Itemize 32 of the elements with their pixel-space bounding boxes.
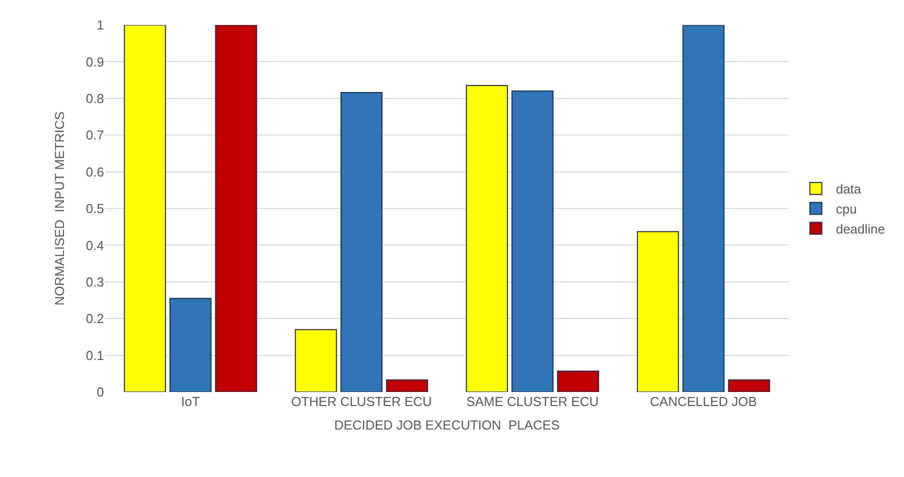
y-tick-label: 0.8 (86, 90, 104, 106)
y-tick-label: 0.6 (86, 164, 104, 180)
y-tick-label: 0 (96, 384, 104, 400)
y-tick-label: 0.7 (86, 128, 104, 143)
y-tick-label: 0.3 (86, 274, 104, 290)
legend-label: deadline (836, 221, 885, 236)
x-tick-label: IoT (181, 394, 200, 409)
bar (682, 25, 725, 392)
y-tick-label: 0.4 (86, 238, 104, 253)
y-tick-label: 0.5 (86, 201, 104, 216)
bar (294, 329, 337, 392)
x-axis-title: DECIDED JOB EXECUTION PLACES (334, 418, 560, 433)
bar (636, 231, 679, 392)
y-tick-label: 1 (96, 18, 104, 33)
bar (124, 25, 166, 392)
x-tick-label: CANCELLED JOB (650, 394, 757, 409)
legend-label: cpu (836, 201, 857, 216)
bar (340, 92, 383, 392)
x-tick-label: SAME CLUSTER ECU (466, 394, 599, 409)
bar (215, 25, 258, 392)
bar (557, 370, 600, 392)
bar (728, 379, 770, 392)
bar (386, 379, 428, 392)
bar (169, 298, 212, 392)
bar (511, 90, 554, 392)
legend-label: data (836, 182, 862, 197)
y-tick-label: 0.9 (86, 54, 104, 70)
y-tick-label: 0.1 (86, 348, 104, 363)
y-axis-title: NORMALISED INPUT METRICS (52, 111, 67, 306)
bar (466, 85, 508, 392)
y-tick-label: 0.2 (86, 311, 104, 326)
x-tick-label: OTHER CLUSTER ECU (291, 394, 432, 409)
